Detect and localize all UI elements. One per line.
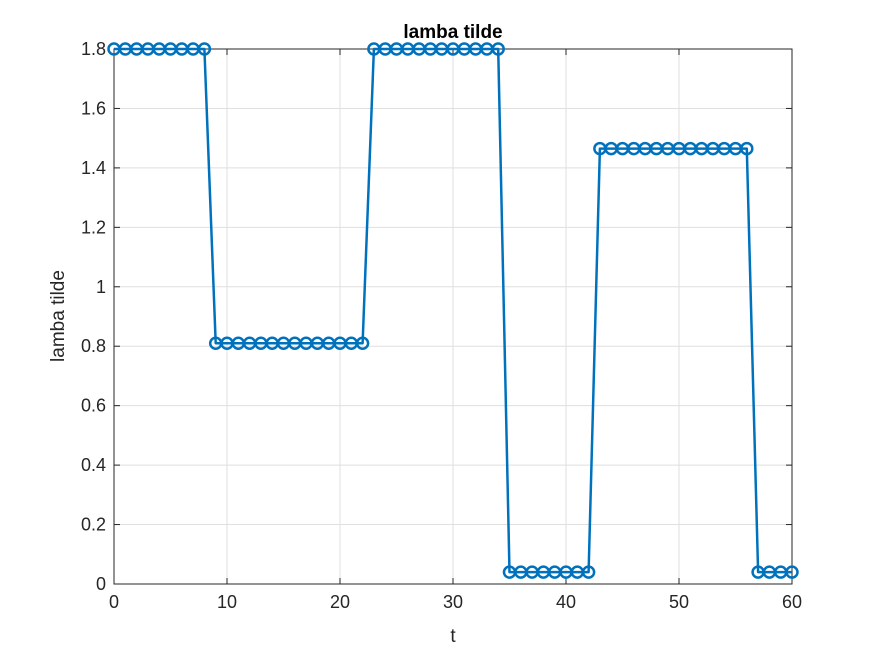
y-tick-label: 1.6 <box>81 98 106 118</box>
x-tick-label: 30 <box>443 592 463 612</box>
data-point <box>740 141 754 156</box>
chart-title: lamba tilde <box>403 22 502 43</box>
x-tick-label: 40 <box>556 592 576 612</box>
x-tick-label: 60 <box>782 592 802 612</box>
y-tick-label: 1.8 <box>81 39 106 59</box>
y-tick-label: 0.6 <box>81 396 106 416</box>
x-tick-label: 0 <box>109 592 119 612</box>
y-tick-label: 1.4 <box>81 158 106 178</box>
y-tick-label: 1 <box>96 277 106 297</box>
data-series <box>107 42 799 579</box>
y-tick-label: 0.4 <box>81 455 106 475</box>
series-line <box>114 47 792 574</box>
y-tick-label: 0 <box>96 574 106 594</box>
data-point <box>491 42 505 56</box>
data-point <box>785 565 799 579</box>
x-tick-label: 20 <box>330 592 350 612</box>
x-tick-label: 10 <box>217 592 237 612</box>
data-point <box>581 565 596 579</box>
data-point <box>197 42 212 56</box>
data-point <box>355 336 370 350</box>
y-axis-label: lamba tilde <box>48 270 69 362</box>
tick-labels: 0 10 20 30 40 50 60 0 0.2 0.4 0.6 0.8 1 1.2 1.4 1.6 1.8 <box>81 39 802 612</box>
x-tick-label: 50 <box>669 592 689 612</box>
y-tick-label: 1.2 <box>81 217 106 237</box>
y-tick-label: 0.8 <box>81 336 106 356</box>
x-axis-label: t <box>450 626 456 647</box>
y-tick-label: 0.2 <box>81 515 106 535</box>
